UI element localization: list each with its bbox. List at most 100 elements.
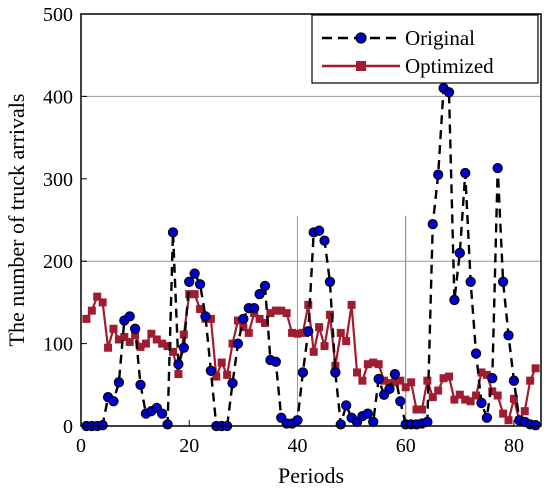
original-data-point	[508, 375, 520, 386]
optimized-data-point	[363, 360, 372, 369]
optimized-data-point	[482, 370, 491, 379]
original-data-point	[113, 377, 125, 388]
optimized-data-point	[233, 316, 242, 325]
optimized-data-point	[293, 329, 302, 338]
original-data-point	[492, 162, 503, 174]
y-tick-label: 300	[43, 169, 73, 191]
original-data-point	[184, 276, 195, 287]
optimized-data-point	[212, 372, 221, 381]
x-tick-label: 80	[504, 435, 524, 457]
original-data-point	[319, 235, 330, 246]
original-data-point	[335, 419, 346, 430]
original-data-point	[389, 368, 401, 380]
optimized-data-point	[228, 339, 237, 348]
optimized-data-point	[223, 370, 232, 379]
optimized-data-point	[82, 314, 91, 323]
original-data-point	[487, 373, 498, 384]
original-data-point	[422, 416, 433, 428]
optimized-data-point	[390, 378, 399, 387]
optimized-data-point	[493, 391, 502, 400]
optimized-data-point	[401, 383, 410, 392]
original-data-point	[530, 420, 541, 431]
original-data-point	[368, 416, 379, 428]
original-data-point	[330, 367, 341, 378]
optimized-data-point	[412, 405, 421, 414]
original-data-point	[454, 247, 465, 259]
y-tick-label: 200	[43, 251, 73, 273]
optimized-data-point	[380, 376, 389, 385]
optimized-data-point	[385, 379, 394, 388]
optimized-data-point	[320, 342, 329, 351]
optimized-data-point	[244, 328, 253, 337]
optimized-data-point	[336, 328, 345, 337]
y-tick-label: 0	[63, 416, 73, 438]
original-data-point	[162, 419, 173, 430]
optimized-data-point	[353, 368, 361, 377]
optimized-data-point	[358, 376, 367, 385]
optimized-data-point	[104, 343, 113, 352]
original-data-point	[254, 289, 265, 300]
optimized-data-point	[526, 376, 535, 385]
optimized-data-point	[423, 376, 432, 385]
optimized-data-point	[179, 330, 188, 339]
optimized-data-point	[93, 292, 102, 301]
optimized-data-point	[277, 306, 286, 315]
original-data-point	[157, 408, 168, 419]
original-data-point	[470, 348, 482, 359]
optimized-data-point	[428, 393, 437, 402]
optimized-data-point	[217, 358, 226, 367]
original-data-point	[362, 408, 373, 419]
optimized-data-point	[374, 360, 383, 369]
optimized-data-point	[169, 347, 177, 356]
original-data-point	[313, 225, 325, 236]
optimized-data-point	[261, 319, 269, 327]
optimized-data-point	[141, 339, 150, 348]
original-data-point	[341, 400, 352, 411]
y-tick-label: 100	[43, 334, 73, 356]
original-data-point	[124, 311, 135, 322]
y-axis-label: The number of truck arrivals	[4, 94, 29, 347]
optimized-data-point	[466, 397, 475, 406]
original-data-point	[476, 397, 487, 409]
original-data-point	[427, 218, 438, 230]
optimized-data-point	[136, 342, 145, 351]
original-data-point	[259, 280, 271, 292]
original-data-point	[497, 276, 509, 287]
original-data-point	[249, 303, 260, 314]
optimized-data-point	[342, 337, 351, 346]
optimized-data-point	[347, 300, 356, 309]
original-data-point	[189, 268, 200, 279]
optimized-data-point	[407, 378, 416, 387]
legend: Original Optimized	[311, 14, 539, 84]
original-data-point	[460, 167, 471, 179]
optimized-data-point	[282, 309, 291, 318]
x-axis-label: Periods	[278, 463, 344, 488]
optimized-data-point	[114, 335, 123, 344]
legend-optimized-label: Optimized	[405, 54, 494, 78]
optimized-data-point	[147, 329, 156, 338]
x-tick-label: 40	[287, 435, 307, 457]
optimized-data-point	[271, 306, 280, 315]
optimized-data-point	[163, 342, 172, 351]
original-data-point	[384, 383, 395, 395]
optimized-data-point	[174, 370, 183, 379]
original-data-point	[167, 227, 179, 238]
y-tick-label: 400	[43, 86, 73, 108]
optimized-data-point	[131, 331, 140, 340]
optimized-data-point	[450, 395, 459, 404]
optimized-data-point	[158, 339, 167, 348]
optimized-data-point	[266, 309, 275, 318]
original-data-point	[200, 311, 211, 322]
optimized-data-point	[499, 409, 508, 418]
original-data-point	[135, 379, 146, 390]
x-tick-label: 60	[396, 435, 416, 457]
optimized-data-point	[109, 324, 118, 333]
axis-ticks: 0 20 40 60 80 0 100 200 300 400 500	[43, 4, 524, 457]
plot-frame	[80, 13, 542, 427]
legend-box	[311, 14, 539, 84]
original-data-point	[395, 396, 406, 407]
x-tick-label: 0	[76, 435, 86, 457]
legend-original-marker	[355, 32, 367, 44]
original-data-point	[178, 342, 189, 353]
